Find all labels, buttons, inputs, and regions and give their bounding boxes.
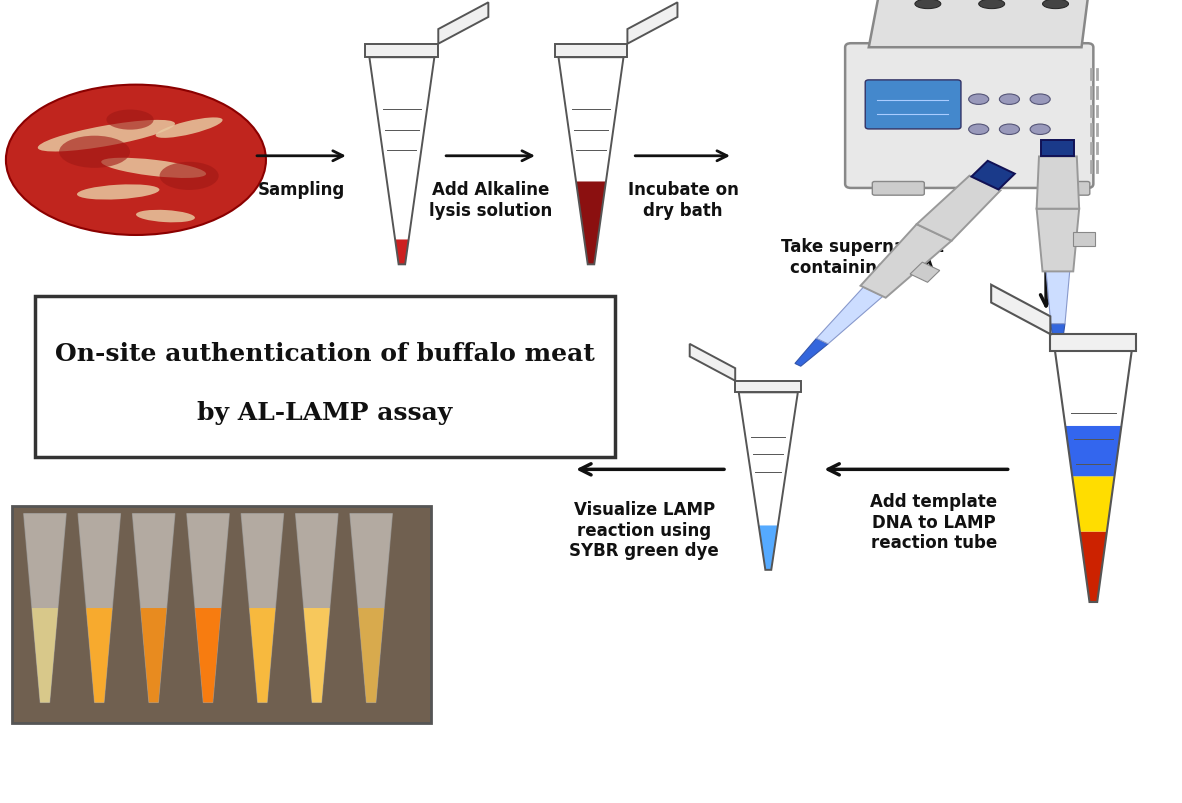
Polygon shape xyxy=(817,287,883,344)
Ellipse shape xyxy=(106,111,154,130)
Polygon shape xyxy=(24,514,66,703)
Polygon shape xyxy=(365,45,439,58)
Polygon shape xyxy=(395,240,409,265)
Ellipse shape xyxy=(156,118,222,139)
Ellipse shape xyxy=(1031,124,1051,135)
Polygon shape xyxy=(1051,335,1136,351)
Polygon shape xyxy=(1046,272,1070,324)
Polygon shape xyxy=(296,514,338,703)
Ellipse shape xyxy=(915,0,941,10)
Polygon shape xyxy=(1073,233,1095,247)
Polygon shape xyxy=(304,609,330,703)
Ellipse shape xyxy=(968,95,988,105)
Polygon shape xyxy=(759,526,778,570)
Polygon shape xyxy=(1037,157,1079,210)
Text: Visualize LAMP
reaction using
SYBR green dye: Visualize LAMP reaction using SYBR green… xyxy=(570,500,719,560)
Polygon shape xyxy=(690,344,735,381)
Ellipse shape xyxy=(160,162,219,191)
Polygon shape xyxy=(132,514,175,703)
FancyBboxPatch shape xyxy=(35,297,615,458)
Polygon shape xyxy=(1056,351,1132,602)
Polygon shape xyxy=(86,609,112,703)
Ellipse shape xyxy=(1043,0,1069,10)
Polygon shape xyxy=(358,609,384,703)
Polygon shape xyxy=(32,609,58,703)
FancyBboxPatch shape xyxy=(1038,182,1090,196)
Text: Add template
DNA to LAMP
reaction tube: Add template DNA to LAMP reaction tube xyxy=(870,492,998,552)
Polygon shape xyxy=(78,514,121,703)
Ellipse shape xyxy=(102,158,206,179)
Polygon shape xyxy=(860,225,952,299)
Polygon shape xyxy=(992,285,1051,335)
Ellipse shape xyxy=(38,120,175,153)
Polygon shape xyxy=(241,514,284,703)
FancyBboxPatch shape xyxy=(872,182,924,196)
Polygon shape xyxy=(1037,210,1079,272)
Text: On-site authentication of buffalo meat: On-site authentication of buffalo meat xyxy=(56,341,595,365)
Polygon shape xyxy=(739,393,798,570)
Polygon shape xyxy=(369,58,435,265)
Ellipse shape xyxy=(1031,95,1051,105)
Text: Add Alkaline
lysis solution: Add Alkaline lysis solution xyxy=(429,181,552,219)
Polygon shape xyxy=(141,609,167,703)
Polygon shape xyxy=(910,263,940,283)
Polygon shape xyxy=(1051,324,1065,349)
Polygon shape xyxy=(735,381,801,393)
Polygon shape xyxy=(558,58,624,265)
Text: by AL-LAMP assay: by AL-LAMP assay xyxy=(197,401,453,425)
Ellipse shape xyxy=(136,210,195,223)
Ellipse shape xyxy=(968,124,988,135)
Text: Incubate on
dry bath: Incubate on dry bath xyxy=(628,181,739,219)
Ellipse shape xyxy=(6,85,266,236)
Ellipse shape xyxy=(59,137,130,169)
Polygon shape xyxy=(195,609,221,703)
Polygon shape xyxy=(795,339,829,367)
Polygon shape xyxy=(554,45,628,58)
FancyBboxPatch shape xyxy=(845,44,1093,189)
FancyBboxPatch shape xyxy=(12,506,431,723)
Polygon shape xyxy=(869,0,1093,48)
Polygon shape xyxy=(576,182,606,265)
Ellipse shape xyxy=(999,95,1019,105)
Polygon shape xyxy=(1065,426,1122,477)
Polygon shape xyxy=(1072,477,1115,532)
Polygon shape xyxy=(1041,141,1074,157)
Polygon shape xyxy=(972,161,1015,190)
Polygon shape xyxy=(249,609,275,703)
Text: Take supernatant
containing DNA: Take supernatant containing DNA xyxy=(781,238,944,276)
Polygon shape xyxy=(350,514,392,703)
Text: Sampling: Sampling xyxy=(258,181,345,198)
Polygon shape xyxy=(187,514,229,703)
Ellipse shape xyxy=(999,124,1019,135)
Polygon shape xyxy=(628,3,677,45)
Polygon shape xyxy=(1080,532,1106,602)
Polygon shape xyxy=(439,3,488,45)
Ellipse shape xyxy=(979,0,1005,10)
Polygon shape xyxy=(917,177,1000,242)
FancyBboxPatch shape xyxy=(865,81,961,130)
Ellipse shape xyxy=(77,185,160,200)
